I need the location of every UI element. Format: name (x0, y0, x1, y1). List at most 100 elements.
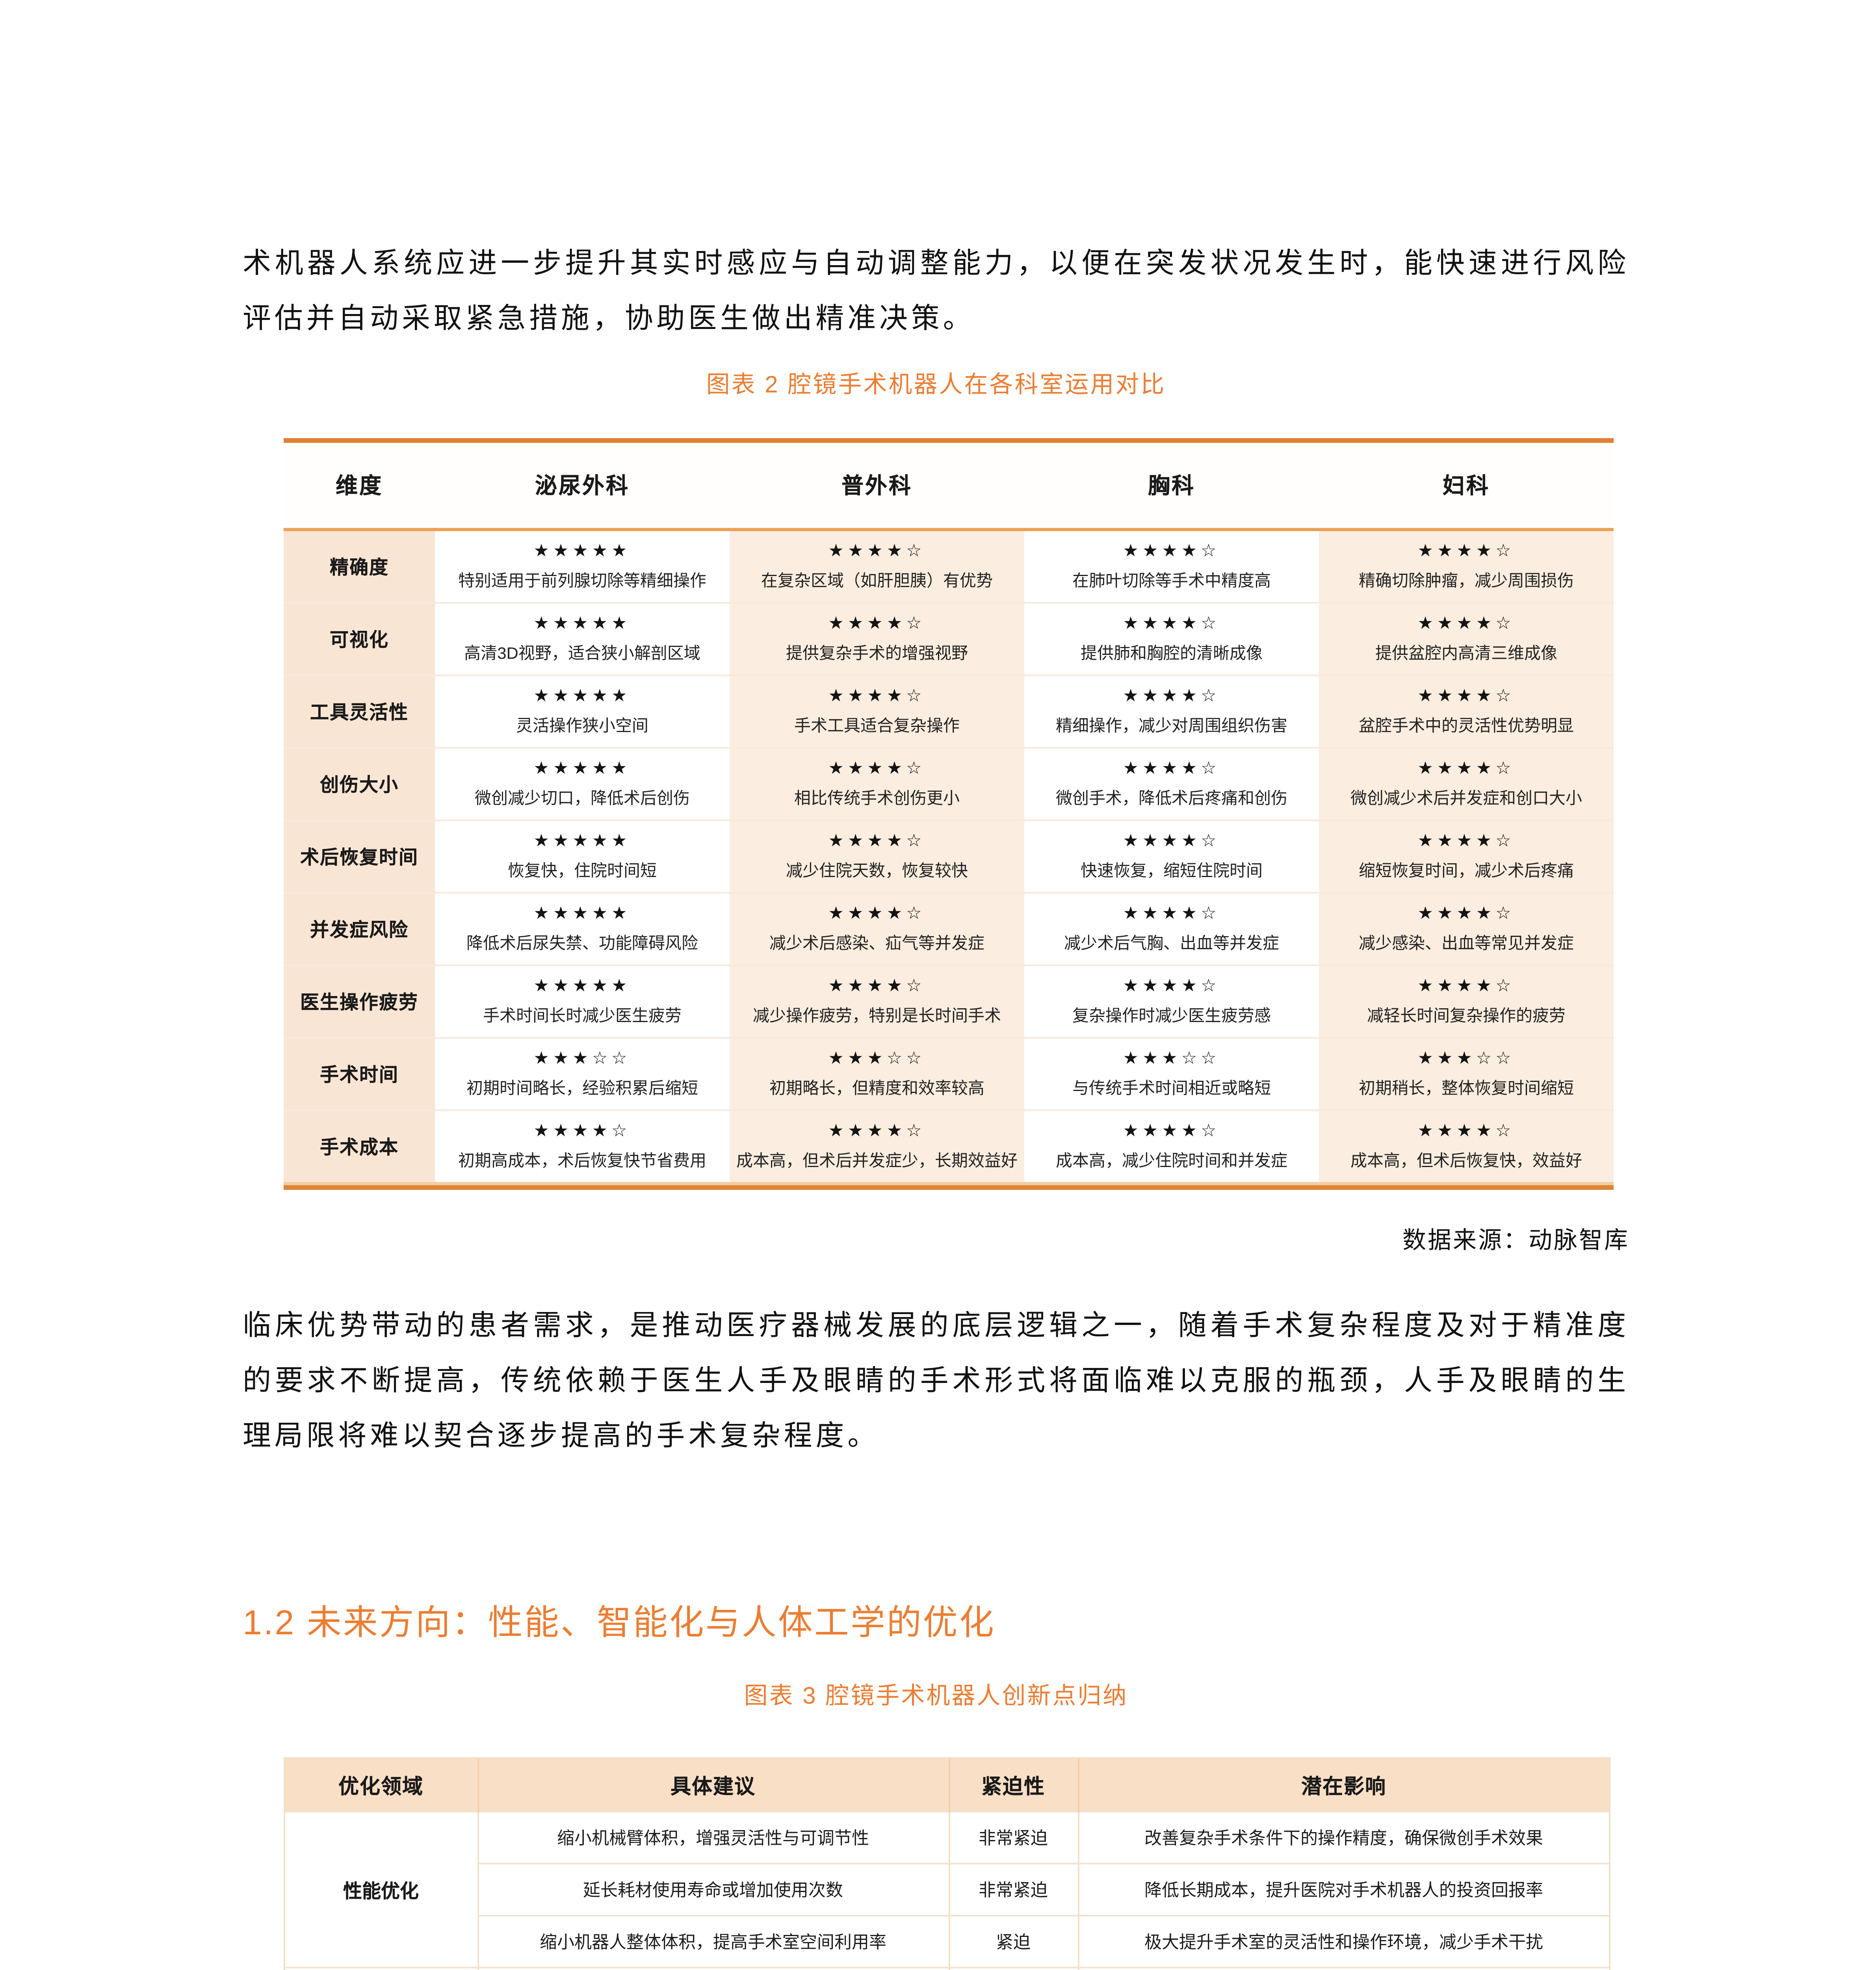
rating-note: 微创手术，降低术后疼痛和创伤 (1056, 790, 1287, 808)
group-label: 辅助功能提升 (285, 1968, 477, 1970)
star-rating: ★★★★☆ (828, 1122, 926, 1141)
dimension-label: 并发症风险 (284, 893, 435, 965)
rating-note: 减少术后气胸、出血等并发症 (1064, 935, 1279, 953)
star-rating: ★★★★☆ (1123, 832, 1220, 851)
star-rating: ★★★★☆ (828, 760, 926, 779)
paragraph-mid: 临床优势带动的患者需求，是推动医疗器械发展的底层逻辑之一，随着手术复杂程度及对于… (243, 1310, 1629, 1451)
star-rating: ★★★☆☆ (1123, 1050, 1220, 1069)
star-rating: ★★★★☆ (828, 542, 926, 561)
rating-note: 微创减少切口，降低术后创伤 (475, 790, 690, 808)
star-rating: ★★★★☆ (1417, 542, 1515, 561)
rating-note: 与传统手术时间相近或略短 (1072, 1080, 1271, 1098)
figure3-caption: 图表 3 腔镜手术机器人创新点归纳 (744, 1683, 1128, 1710)
star-rating: ★★★★☆ (1417, 1122, 1515, 1141)
star-rating: ★★★★☆ (1417, 905, 1515, 924)
innovation-table: 优化领域 具体建议 紧迫性 潜在影响 性能优化 缩小机械臂体积，增强灵活性与可调… (285, 1759, 1609, 1970)
star-rating: ★★★★☆ (1123, 977, 1220, 996)
rating-note: 快速恢复，缩短住院时间 (1081, 862, 1263, 881)
suggestion-cell: 缩小机械臂体积，增强灵活性与可调节性 (477, 1812, 949, 1864)
star-rating: ★★★★☆ (1417, 832, 1515, 851)
rating-cell: ★★★★☆ 减少感染、出血等常见并发症 (1319, 893, 1614, 965)
rating-note: 提供盆腔内高清三维成像 (1375, 645, 1557, 663)
star-rating: ★★★★☆ (828, 977, 926, 996)
rating-cell: ★★★★☆ 相比传统手术创伤更小 (730, 748, 1024, 820)
page-content: 术机器人系统应进一步提升其实时感应与自动调整能力，以便在突发状况发生时，能快速进… (243, 0, 1629, 1970)
header-gynecology: 妇科 (1319, 440, 1614, 531)
rating-note: 初期略长，但精度和效率较高 (769, 1080, 984, 1098)
rating-cell: ★★★★☆ 减少术后气胸、出血等并发症 (1024, 893, 1319, 965)
rating-cell: ★★★★☆ 快速恢复，缩短住院时间 (1024, 820, 1319, 893)
star-rating: ★★★★☆ (1123, 905, 1220, 924)
star-rating: ★★★★☆ (1123, 615, 1220, 634)
innovation-table-wrapper: 优化领域 具体建议 紧迫性 潜在影响 性能优化 缩小机械臂体积，增强灵活性与可调… (284, 1757, 1610, 1970)
suggestion-cell: 缩小机器人整体体积，提高手术室空间利用率 (477, 1916, 949, 1968)
table-row: 术后恢复时间 ★★★★★ 恢复快，住院时间短 ★★★★☆ 减少住院天数，恢复较快 ★… (284, 820, 1614, 893)
rating-cell: ★★★☆☆ 初期时间略长，经验积累后缩短 (435, 1038, 730, 1110)
table-row: 性能优化 缩小机械臂体积，增强灵活性与可调节性 非常紧迫 改善复杂手术条件下的操… (285, 1812, 1609, 1968)
urgency-cell: 紧迫 (948, 1968, 1078, 1970)
rating-cell: ★★★★★ 降低术后尿失禁、功能障碍风险 (435, 893, 730, 965)
rating-note: 成本高，但术后并发症少，长期效益好 (736, 1152, 1018, 1171)
rating-note: 减少住院天数，恢复较快 (786, 862, 968, 881)
rating-note: 减少操作疲劳，特别是长时间手术 (753, 1007, 1001, 1026)
suggestion-cell: 在机械臂上增加探头，预判手术路径与病灶 (477, 1968, 949, 1970)
department-comparison-table: 维度 泌尿外科 普外科 胸科 妇科 精确度 ★★★★★ 特别适用于前列腺切除等精细… (284, 438, 1614, 1185)
rating-note: 成本高，但术后恢复快，效益好 (1350, 1152, 1582, 1171)
rating-note: 初期高成本，术后恢复快节省费用 (458, 1152, 706, 1171)
rating-cell: ★★★★☆ 在复杂区域（如肝胆胰）有优势 (730, 530, 1024, 603)
star-rating: ★★★★☆ (1123, 1122, 1220, 1141)
rating-cell: ★★★★☆ 微创手术，降低术后疼痛和创伤 (1024, 748, 1319, 820)
urgency-cell: 非常紧迫 (948, 1812, 1078, 1864)
star-rating: ★★★★★ (533, 542, 631, 561)
rating-note: 提供复杂手术的增强视野 (786, 645, 968, 663)
rating-cell: ★★★★☆ 减少术后感染、疝气等并发症 (730, 893, 1024, 965)
dimension-label: 术后恢复时间 (284, 820, 435, 893)
table-row: 手术成本 ★★★★☆ 初期高成本，术后恢复快节省费用 ★★★★☆ 成本高，但术后并发… (284, 1110, 1614, 1184)
table-row: 延长耗材使用寿命或增加使用次数 非常紧迫 降低长期成本，提升医院对手术机器人的投… (285, 1864, 1609, 1916)
rating-note: 恢复快，住院时间短 (508, 862, 657, 881)
header-dimension: 维度 (284, 440, 435, 531)
impact-cell: 降低长期成本，提升医院对手术机器人的投资回报率 (1077, 1864, 1609, 1916)
rating-cell: ★★★★☆ 提供复杂手术的增强视野 (730, 603, 1024, 675)
rating-note: 初期时间略长，经验积累后缩短 (466, 1080, 698, 1098)
impact-cell: 极大提升手术室的灵活性和操作环境，减少手术干扰 (1077, 1916, 1609, 1968)
data-source-note: 数据来源：动脉智库 (1402, 1228, 1629, 1254)
rating-cell: ★★★★☆ 精细操作，减少对周围组织伤害 (1024, 675, 1319, 748)
table-row: 手术时间 ★★★☆☆ 初期时间略长，经验积累后缩短 ★★★☆☆ 初期略长，但精度和效… (284, 1038, 1614, 1110)
rating-cell: ★★★★★ 手术时间长时减少医生疲劳 (435, 965, 730, 1038)
dimension-label: 医生操作疲劳 (284, 965, 435, 1038)
star-rating: ★★★★☆ (1417, 977, 1515, 996)
star-rating: ★★★★★ (533, 687, 631, 706)
dimension-label: 创伤大小 (284, 748, 435, 820)
header-impact: 潜在影响 (1077, 1759, 1609, 1812)
rating-cell: ★★★★☆ 减少住院天数，恢复较快 (730, 820, 1024, 893)
rating-note: 缩短恢复时间，减少术后疼痛 (1359, 862, 1574, 881)
star-rating: ★★★★★ (533, 615, 631, 634)
impact-cell: 改善复杂手术条件下的操作精度，确保微创手术效果 (1077, 1812, 1609, 1864)
star-rating: ★★★★★ (533, 905, 631, 924)
rating-cell: ★★★★☆ 提供肺和胸腔的清晰成像 (1024, 603, 1319, 675)
header-suggestion: 具体建议 (477, 1759, 949, 1812)
dimension-label: 手术时间 (284, 1038, 435, 1110)
paragraph-top: 术机器人系统应进一步提升其实时感应与自动调整能力，以便在突发状况发生时，能快速进… (243, 247, 1629, 334)
table-header-row: 优化领域 具体建议 紧迫性 潜在影响 (285, 1759, 1609, 1812)
rating-cell: ★★★★☆ 复杂操作时减少医生疲劳感 (1024, 965, 1319, 1038)
urgency-cell: 非常紧迫 (948, 1864, 1078, 1916)
table-row: 辅助功能提升 在机械臂上增加探头，预判手术路径与病灶 紧迫 提高诊断准确性，增强… (285, 1968, 1609, 1970)
rating-cell: ★★★★★ 恢复快，住院时间短 (435, 820, 730, 893)
header-urology: 泌尿外科 (435, 440, 730, 531)
rating-note: 精细操作，减少对周围组织伤害 (1056, 717, 1287, 736)
rating-cell: ★★★☆☆ 初期稍长，整体恢复时间缩短 (1319, 1038, 1614, 1110)
star-rating: ★★★★☆ (533, 1122, 631, 1141)
star-rating: ★★★★☆ (828, 905, 926, 924)
rating-cell: ★★★★☆ 成本高，但术后恢复快，效益好 (1319, 1110, 1614, 1184)
table-row: 可视化 ★★★★★ 高清3D视野，适合狭小解剖区域 ★★★★☆ 提供复杂手术的增强视… (284, 603, 1614, 675)
table-header-row: 维度 泌尿外科 普外科 胸科 妇科 (284, 440, 1614, 531)
impact-cell: 提高诊断准确性，增强复杂手术中的风险预测能力 (1077, 1968, 1609, 1970)
star-rating: ★★★☆☆ (1417, 1050, 1515, 1069)
rating-note: 特别适用于前列腺切除等精细操作 (458, 572, 706, 591)
star-rating: ★★★★☆ (1123, 542, 1220, 561)
rating-cell: ★★★★★ 灵活操作狭小空间 (435, 675, 730, 748)
section-heading: 1.2 未来方向：性能、智能化与人体工学的优化 (243, 1603, 996, 1642)
